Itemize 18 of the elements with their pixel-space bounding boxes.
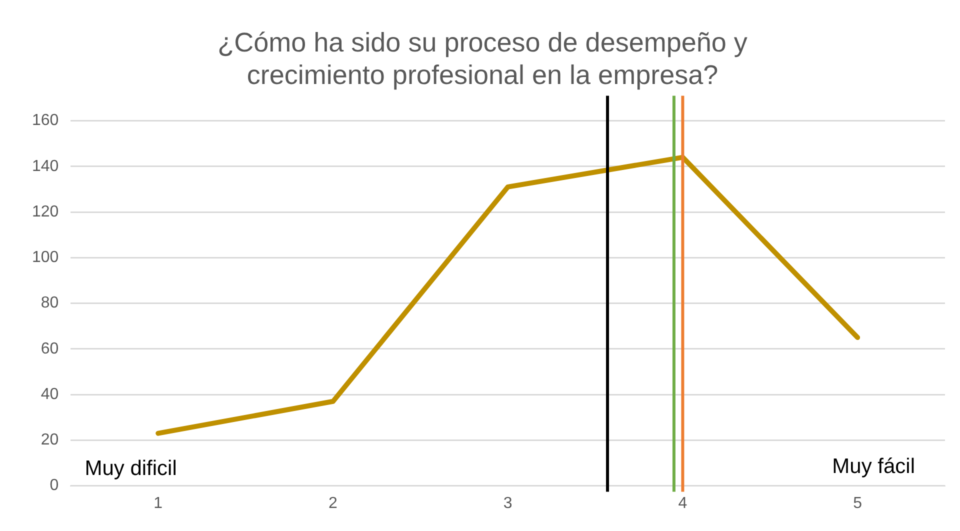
- y-tick-label: 100: [32, 249, 59, 266]
- annotation: Muy dificil: [84, 457, 177, 480]
- y-tick-label: 140: [32, 158, 59, 175]
- y-tick-label: 60: [40, 340, 59, 358]
- y-tick-label: 0: [50, 477, 59, 494]
- x-tick-label: 2: [328, 494, 338, 512]
- y-tick-label: 80: [40, 294, 59, 312]
- x-tick-label: 5: [853, 494, 862, 512]
- x-tick-label: 3: [503, 494, 512, 512]
- y-tick-label: 120: [32, 203, 59, 220]
- text: crecimiento profesional en la empresa?: [246, 60, 718, 90]
- y-tick-label: 160: [32, 112, 59, 130]
- x-tick-label: 4: [678, 494, 688, 512]
- y-tick-label: 40: [40, 386, 59, 403]
- annotation: Muy fácil: [832, 455, 915, 478]
- x-tick-label: 1: [154, 494, 163, 512]
- y-tick-label: 20: [40, 432, 59, 449]
- text: ¿Cómo ha sido su proceso de desempeño y: [218, 28, 748, 58]
